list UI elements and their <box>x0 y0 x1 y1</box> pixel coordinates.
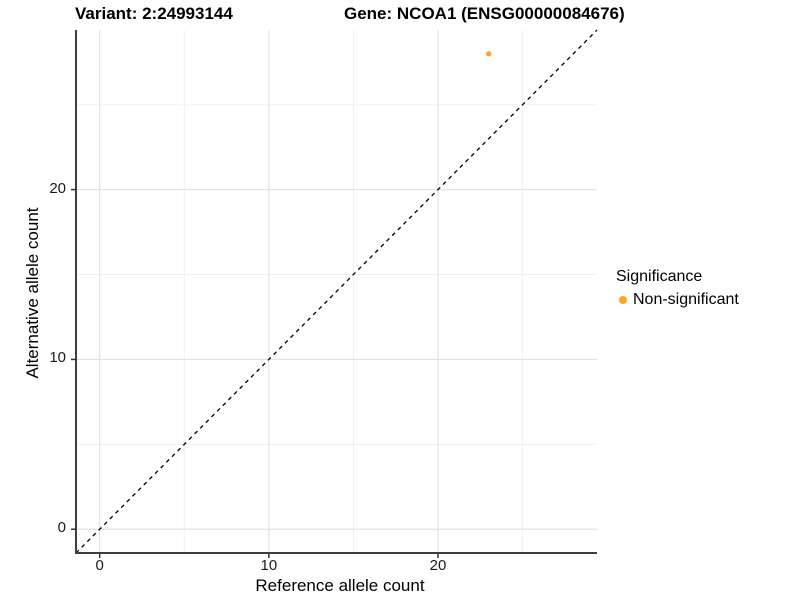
y-tick-label: 20 <box>49 179 66 197</box>
y-tick-label: 0 <box>57 519 66 537</box>
y-axis-title: Alternative allele count <box>23 207 42 379</box>
x-tick-label: 0 <box>95 557 104 574</box>
variant-title: Variant: 2:24993144 <box>75 4 233 23</box>
x-axis-title: Reference allele count <box>255 576 425 595</box>
gene-title: Gene: NCOA1 (ENSG00000084676) <box>344 4 625 23</box>
identity-line <box>75 29 598 554</box>
y-tick-label: 10 <box>49 349 66 367</box>
legend-title: Significance <box>616 268 703 285</box>
x-tick-label: 10 <box>260 557 278 574</box>
data-point <box>486 51 492 57</box>
legend-key-point-icon <box>619 296 627 304</box>
legend-item: Non-significant <box>616 291 739 309</box>
legend: Significance Non-significant <box>616 268 739 309</box>
x-tick-label: 20 <box>429 557 447 574</box>
legend-item-label: Non-significant <box>633 291 739 308</box>
